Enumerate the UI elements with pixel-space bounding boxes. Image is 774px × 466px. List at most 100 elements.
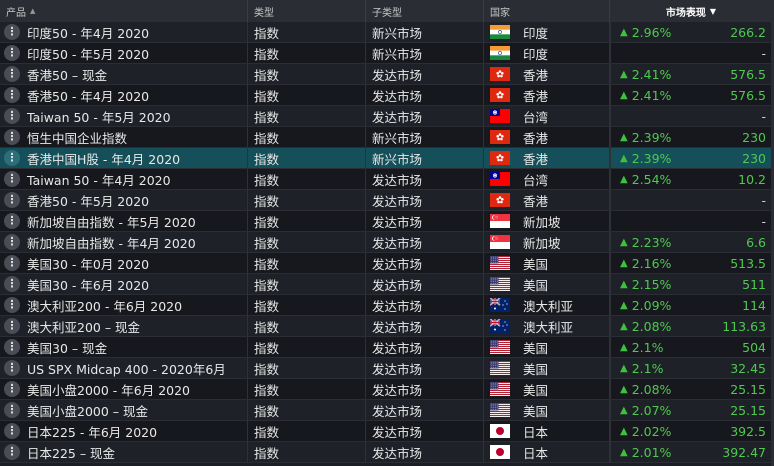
product-name[interactable]: 美国30 - 年0月 2020 <box>27 256 150 272</box>
table-row[interactable]: ⋮ 美国30 - 年0月 2020 指数 发达市场 美国 ▲ 2.16% 513.5 <box>0 253 774 274</box>
table-row[interactable]: ⋮ 日本225 – 现金 指数 发达市场 日本 ▲ 2.01% 392.47 <box>0 442 774 463</box>
product-cell[interactable]: ⋮ 香港50 - 年5月 2020 <box>0 190 248 210</box>
table-row[interactable]: ⋮ 美国小盘2000 - 年6月 2020 指数 发达市场 美国 ▲ 2.08% 25.15 <box>0 379 774 400</box>
product-name[interactable]: 美国30 - 年6月 2020 <box>27 277 150 293</box>
hongkong-flag-icon <box>490 193 523 207</box>
row-menu-icon[interactable]: ⋮ <box>4 318 20 334</box>
column-header-product[interactable]: 产品 ▲ <box>0 0 248 22</box>
row-menu-icon[interactable]: ⋮ <box>4 297 20 313</box>
row-menu-icon[interactable]: ⋮ <box>4 171 20 187</box>
product-cell[interactable]: ⋮ 印度50 - 年5月 2020 <box>0 43 248 63</box>
product-name[interactable]: 印度50 - 年4月 2020 <box>27 25 150 41</box>
table-row[interactable]: ⋮ 印度50 - 年4月 2020 指数 新兴市场 印度 ▲ 2.96% 266.2 <box>0 22 774 43</box>
product-name[interactable]: 香港50 – 现金 <box>27 67 108 83</box>
column-header-country[interactable]: 国家 <box>484 0 610 22</box>
country-name: 新加坡 <box>523 235 561 251</box>
product-name[interactable]: 日本225 – 现金 <box>27 445 116 461</box>
row-menu-icon[interactable]: ⋮ <box>4 444 20 460</box>
product-name[interactable]: Taiwan 50 - 年4月 2020 <box>27 172 171 188</box>
product-cell[interactable]: ⋮ 日本225 - 年6月 2020 <box>0 421 248 441</box>
table-row[interactable]: ⋮ 恒生中国企业指数 指数 新兴市场 香港 ▲ 2.39% 230 <box>0 127 774 148</box>
table-row[interactable]: ⋮ 印度50 - 年5月 2020 指数 新兴市场 印度 - <box>0 43 774 64</box>
product-cell[interactable]: ⋮ 恒生中国企业指数 <box>0 127 248 147</box>
product-name[interactable]: US SPX Midcap 400 - 2020年6月 <box>27 361 226 377</box>
product-name[interactable]: 香港50 - 年5月 2020 <box>27 193 150 209</box>
row-menu-icon[interactable]: ⋮ <box>4 192 20 208</box>
sort-descending-icon[interactable]: ▼ <box>709 6 716 16</box>
column-header-type[interactable]: 类型 <box>248 0 366 22</box>
table-row[interactable]: ⋮ US SPX Midcap 400 - 2020年6月 指数 发达市场 美国 ▲ 2.1… <box>0 358 774 379</box>
product-cell[interactable]: ⋮ 日本225 – 现金 <box>0 442 248 462</box>
product-cell[interactable]: ⋮ 香港50 - 年4月 2020 <box>0 85 248 105</box>
row-menu-icon[interactable]: ⋮ <box>4 213 20 229</box>
product-name[interactable]: 美国30 – 现金 <box>27 340 108 356</box>
product-cell[interactable]: ⋮ 美国30 – 现金 <box>0 337 248 357</box>
row-menu-icon[interactable]: ⋮ <box>4 87 20 103</box>
row-menu-icon[interactable]: ⋮ <box>4 108 20 124</box>
product-cell[interactable]: ⋮ 澳大利亚200 - 年6月 2020 <box>0 295 248 315</box>
product-name[interactable]: 澳大利亚200 – 现金 <box>27 319 141 335</box>
row-menu-icon[interactable]: ⋮ <box>4 276 20 292</box>
row-menu-icon[interactable]: ⋮ <box>4 423 20 439</box>
product-name[interactable]: 新加坡自由指数 - 年4月 2020 <box>27 235 196 251</box>
scrollbar[interactable] <box>771 22 774 466</box>
table-row[interactable]: ⋮ 香港50 – 现金 指数 发达市场 香港 ▲ 2.41% 576.5 <box>0 64 774 85</box>
column-header-subtype[interactable]: 子类型 <box>366 0 484 22</box>
table-row[interactable]: ⋮ 新加坡自由指数 - 年4月 2020 指数 发达市场 新加坡 ▲ 2.23% 6.6 <box>0 232 774 253</box>
product-cell[interactable]: ⋮ Taiwan 50 - 年4月 2020 <box>0 169 248 189</box>
percent-change: ▲ 2.54% <box>620 172 671 187</box>
row-menu-icon[interactable]: ⋮ <box>4 360 20 376</box>
row-menu-icon[interactable]: ⋮ <box>4 66 20 82</box>
product-cell[interactable]: ⋮ 美国30 - 年0月 2020 <box>0 253 248 273</box>
row-menu-icon[interactable]: ⋮ <box>4 129 20 145</box>
product-cell[interactable]: ⋮ 新加坡自由指数 - 年5月 2020 <box>0 211 248 231</box>
table-row[interactable]: ⋮ 新加坡自由指数 - 年5月 2020 指数 发达市场 新加坡 - <box>0 211 774 232</box>
row-menu-icon[interactable]: ⋮ <box>4 150 20 166</box>
table-row[interactable]: ⋮ 美国30 - 年6月 2020 指数 发达市场 美国 ▲ 2.15% 511 <box>0 274 774 295</box>
product-cell[interactable]: ⋮ 美国小盘2000 – 现金 <box>0 400 248 420</box>
product-cell[interactable]: ⋮ 澳大利亚200 – 现金 <box>0 316 248 336</box>
table-row[interactable]: ⋮ 日本225 - 年6月 2020 指数 发达市场 日本 ▲ 2.02% 392.5 <box>0 421 774 442</box>
table-row[interactable]: ⋮ 美国30 – 现金 指数 发达市场 美国 ▲ 2.1% 504 <box>0 337 774 358</box>
product-name[interactable]: 香港中国H股 - 年4月 2020 <box>27 151 181 167</box>
row-menu-icon[interactable]: ⋮ <box>4 45 20 61</box>
product-name[interactable]: 澳大利亚200 - 年6月 2020 <box>27 298 183 314</box>
subtype-value: 发达市场 <box>372 88 423 104</box>
product-cell[interactable]: ⋮ 美国小盘2000 - 年6月 2020 <box>0 379 248 399</box>
table-row[interactable]: ⋮ 香港50 - 年4月 2020 指数 发达市场 香港 ▲ 2.41% 576.5 <box>0 85 774 106</box>
row-menu-icon[interactable]: ⋮ <box>4 24 20 40</box>
country-cell: 美国 <box>484 337 610 357</box>
product-cell[interactable]: ⋮ 新加坡自由指数 - 年4月 2020 <box>0 232 248 252</box>
row-menu-icon[interactable]: ⋮ <box>4 339 20 355</box>
product-cell[interactable]: ⋮ 香港中国H股 - 年4月 2020 <box>0 148 248 168</box>
row-menu-icon[interactable]: ⋮ <box>4 402 20 418</box>
product-name[interactable]: 香港50 - 年4月 2020 <box>27 88 150 104</box>
table-row[interactable]: ⋮ 香港50 - 年5月 2020 指数 发达市场 香港 - <box>0 190 774 211</box>
table-row[interactable]: ⋮ Taiwan 50 - 年5月 2020 指数 发达市场 台湾 - <box>0 106 774 127</box>
table-row[interactable]: ⋮ 澳大利亚200 - 年6月 2020 指数 发达市场 澳大利亚 ▲ 2.09% 114 <box>0 295 774 316</box>
row-menu-icon[interactable]: ⋮ <box>4 255 20 271</box>
product-cell[interactable]: ⋮ 印度50 - 年4月 2020 <box>0 22 248 42</box>
product-name[interactable]: 美国小盘2000 – 现金 <box>27 403 149 419</box>
sort-icon[interactable]: ▲ <box>30 7 36 15</box>
table-row[interactable]: ⋮ 香港中国H股 - 年4月 2020 指数 新兴市场 香港 ▲ 2.39% 230 <box>0 148 774 169</box>
product-name[interactable]: 恒生中国企业指数 <box>27 130 128 146</box>
column-header-performance[interactable]: 市场表现 ▼ <box>610 0 774 22</box>
table-row[interactable]: ⋮ 澳大利亚200 – 现金 指数 发达市场 澳大利亚 ▲ 2.08% 113.63 <box>0 316 774 337</box>
type-value: 指数 <box>254 235 280 251</box>
row-menu-icon[interactable]: ⋮ <box>4 234 20 250</box>
product-cell[interactable]: ⋮ US SPX Midcap 400 - 2020年6月 <box>0 358 248 378</box>
product-name[interactable]: 印度50 - 年5月 2020 <box>27 46 150 62</box>
subtype-value: 发达市场 <box>372 403 423 419</box>
product-name[interactable]: 日本225 - 年6月 2020 <box>27 424 158 440</box>
table-row[interactable]: ⋮ Taiwan 50 - 年4月 2020 指数 发达市场 台湾 ▲ 2.54% 10.2 <box>0 169 774 190</box>
product-cell[interactable]: ⋮ 香港50 – 现金 <box>0 64 248 84</box>
product-name[interactable]: 新加坡自由指数 - 年5月 2020 <box>27 214 196 230</box>
row-menu-icon[interactable]: ⋮ <box>4 381 20 397</box>
product-cell[interactable]: ⋮ 美国30 - 年6月 2020 <box>0 274 248 294</box>
table-row[interactable]: ⋮ 美国小盘2000 – 现金 指数 发达市场 美国 ▲ 2.07% 25.15 <box>0 400 774 421</box>
product-name[interactable]: 美国小盘2000 - 年6月 2020 <box>27 382 191 398</box>
product-cell[interactable]: ⋮ Taiwan 50 - 年5月 2020 <box>0 106 248 126</box>
product-name[interactable]: Taiwan 50 - 年5月 2020 <box>27 109 171 125</box>
